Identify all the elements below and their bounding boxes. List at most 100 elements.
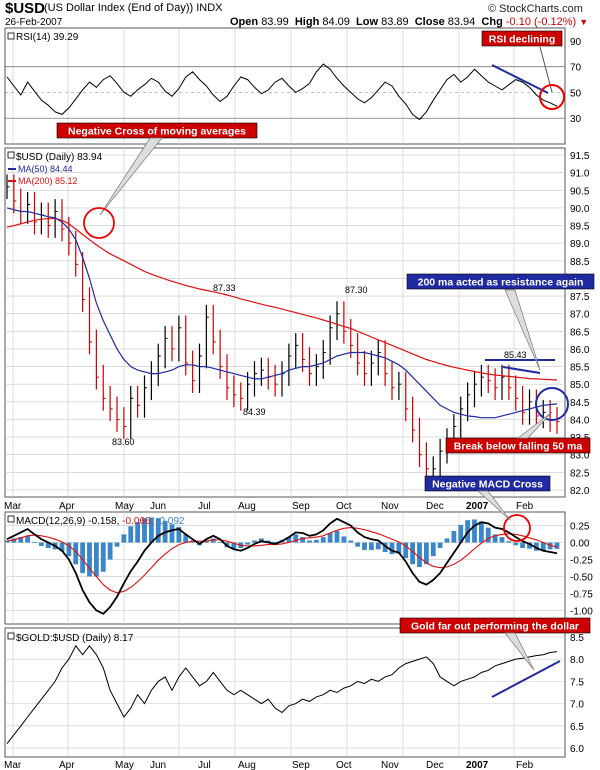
price-ytick-label: 82.5 (570, 468, 590, 479)
gold-month-label: Sep (292, 760, 310, 770)
macd-histogram-bar (375, 542, 381, 550)
gold-month-label: Mar (4, 760, 22, 770)
price-month-label: Sep (292, 501, 310, 512)
macd-histogram-bar (472, 519, 477, 543)
macd-histogram-bar (135, 522, 141, 543)
macd-histogram-bar (320, 537, 326, 543)
price-point-label: 87.33 (213, 283, 236, 293)
price-month-label: Feb (516, 501, 534, 512)
macd-ytick-label: -0.75 (570, 589, 593, 600)
macd-ytick-label: 0.00 (570, 539, 590, 550)
macd-histogram-bar (183, 534, 189, 543)
macd-histogram-bar (362, 542, 367, 551)
macd-histogram-bar (210, 538, 216, 543)
macd-legend-swatch (7, 515, 15, 523)
macd-ytick-label: -0.25 (570, 556, 593, 567)
macd-histogram-bar (368, 542, 374, 551)
gold-ytick-label: 6.5 (570, 722, 584, 733)
chart-date: 26-Feb-2007 (5, 17, 63, 28)
macd-histogram-bar (245, 542, 251, 545)
annotation-gold-outperforming-text: Gold far out performing the dollar (411, 621, 579, 633)
macd-histogram-bar (417, 542, 422, 567)
gold-pointer (504, 632, 535, 671)
price-month-label: Apr (59, 501, 75, 512)
macd-histogram-bar (554, 542, 560, 549)
gold-month-label: 2007 (466, 760, 489, 770)
macd-histogram-bar (355, 542, 361, 547)
price-ytick-label: 87.5 (570, 292, 590, 303)
macd-histogram-bar (11, 538, 17, 543)
annotation-negative-macd-cross-text: Negative MACD Cross (432, 479, 543, 491)
macd-histogram-bar (231, 542, 237, 549)
macd-histogram-bar (107, 542, 113, 560)
macd-histogram-bar (430, 542, 436, 557)
price-ytick-label: 91.0 (570, 169, 590, 180)
price-ytick-label: 91.5 (570, 151, 590, 162)
chg-label: Chg (481, 16, 503, 28)
price-point-label: 87.30 (345, 285, 368, 295)
macd-histogram-bar (100, 542, 106, 572)
macd-histogram-bar (437, 542, 443, 548)
gold-month-label: Dec (426, 760, 444, 770)
macd-histogram-bar (492, 534, 498, 543)
resistance-trendline (502, 366, 541, 374)
macd-histogram-bar (396, 542, 402, 554)
macd-histogram-bar (348, 540, 354, 543)
price-ytick-label: 88.5 (570, 257, 590, 268)
price-ytick-label: 90.0 (570, 204, 590, 215)
gold-usd-line (6, 644, 558, 745)
macd-histogram-bar (265, 540, 271, 543)
annotation-rsi-declining-box (481, 30, 563, 47)
macd-histogram-bar (176, 526, 182, 543)
macd-histogram-bar (286, 537, 292, 543)
gold-panel-label: $GOLD:$USD (Daily) 8.17 (16, 633, 134, 644)
negative-cross-circle (83, 207, 115, 239)
macd-histogram-bar (128, 526, 134, 543)
price-month-label: Mar (4, 501, 22, 512)
negative-cross-pointer (99, 137, 163, 216)
chg-value: -0.10 (-0.12%) (505, 16, 577, 28)
price-ytick-label: 84.0 (570, 415, 590, 426)
macd-histogram-bar (59, 542, 65, 552)
macd-ytick-label: -1.00 (570, 606, 593, 617)
macd-histogram-bar (513, 542, 519, 546)
macd-histogram-bar (403, 542, 409, 559)
annotation-rsi-declining-text: RSI declining (489, 34, 556, 46)
price-ytick-label: 86.5 (570, 327, 590, 338)
gold-ytick-label: 8.0 (570, 655, 584, 666)
macd-histogram-bar (80, 542, 86, 574)
gold-ytick-label: 8.5 (570, 633, 584, 644)
macd-histogram-bar (410, 542, 416, 565)
macd-histogram-bar (506, 541, 512, 543)
rsi-ytick-label: 90 (570, 37, 582, 48)
macd-histogram-bar (93, 542, 99, 577)
price-ytick-label: 86.0 (570, 345, 590, 356)
macd-histogram-bar (478, 521, 484, 543)
break-highlight-circle (535, 387, 569, 421)
macd-histogram-bar (382, 542, 388, 553)
open-label: Open (230, 16, 259, 28)
gold-month-label: May (115, 760, 134, 770)
macd-histogram-bar (485, 527, 491, 543)
price-ytick-label: 82.0 (570, 486, 590, 497)
gold-ytick-label: 7.0 (570, 700, 584, 711)
rsi-ytick-label: 30 (570, 114, 582, 125)
macd-ytick-label: 0.25 (570, 522, 590, 533)
rsi-oversold-fill (419, 118, 427, 120)
macd-histogram-bar (155, 518, 161, 543)
gold-ytick-label: 6.0 (570, 744, 584, 755)
gold-panel-frame (4, 627, 566, 758)
price-month-label: May (115, 501, 134, 512)
price-panel-label: $USD (Daily) 83.94 (16, 152, 103, 163)
price-ytick-label: 90.5 (570, 186, 590, 197)
macd-histogram-bar (307, 540, 312, 543)
rsi-ytick-label: 70 (570, 63, 582, 74)
price-point-label: 84.39 (243, 407, 266, 417)
gold-month-label: Apr (59, 760, 75, 770)
price-month-label: 2007 (466, 501, 489, 512)
macd-histogram-bar (142, 518, 147, 543)
macd-histogram-bar (451, 531, 457, 543)
gold-month-label: Jul (198, 760, 211, 770)
macd-histogram-bar (334, 531, 340, 543)
macd-histogram-bar (87, 542, 92, 577)
